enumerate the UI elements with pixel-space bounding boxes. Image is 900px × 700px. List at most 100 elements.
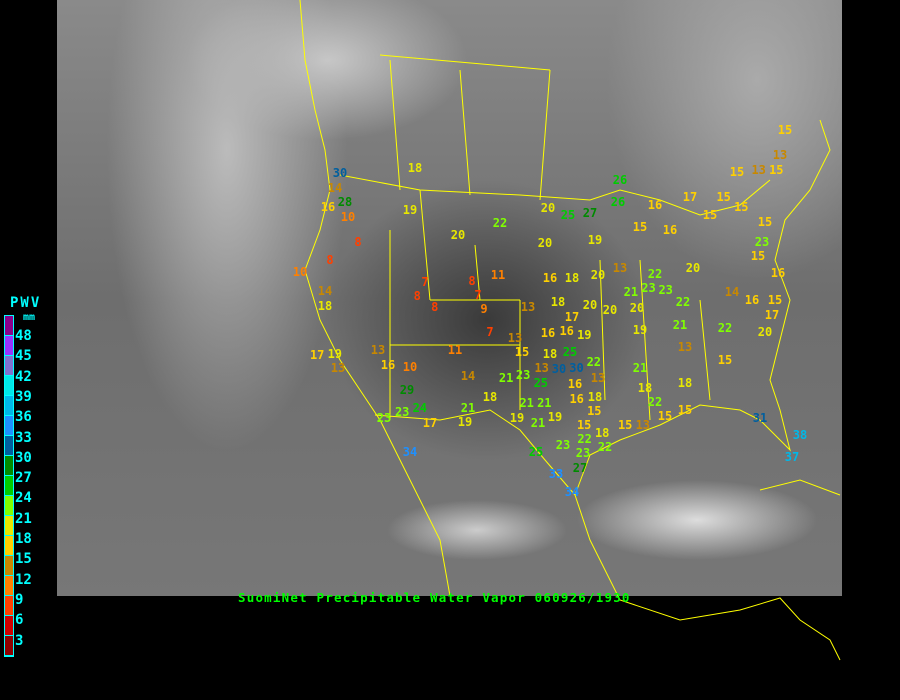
station-pwv-value: 23 — [515, 368, 531, 382]
station-pwv-value: 15 — [769, 163, 784, 177]
station-pwv-value: 15 — [757, 215, 773, 229]
station-pwv-value: 23 — [376, 411, 392, 425]
station-pwv-value: 11 — [490, 268, 506, 282]
station-pwv-value: 20 — [629, 301, 645, 315]
mexico-coast — [574, 494, 841, 661]
legend-label: 18 — [15, 531, 32, 547]
station-pwv-value: 15 — [750, 249, 766, 263]
station-pwv-value: 21 — [537, 395, 552, 410]
station-pwv-value: 20 — [590, 268, 606, 282]
station-pwv-value: 27 — [582, 206, 598, 220]
station-pwv-value: 23 — [641, 281, 656, 296]
legend-swatch — [5, 536, 13, 556]
station-pwv-value: 25 — [560, 208, 576, 222]
legend-label: 42 — [15, 368, 32, 385]
legend-swatch — [5, 616, 13, 636]
legend-swatch — [5, 476, 13, 496]
station-pwv-value: 8 — [431, 300, 439, 314]
station-pwv-value: 23 — [555, 438, 571, 452]
station-pwv-value: 20 — [582, 298, 598, 312]
station-pwv-value: 18 — [542, 346, 558, 361]
station-pwv-value: 18 — [594, 425, 610, 440]
station-pwv-value: 18 — [637, 380, 653, 395]
station-pwv-value: 16 — [647, 198, 663, 212]
station-pwv-value: 13 — [370, 343, 386, 357]
legend-swatch — [5, 316, 13, 336]
station-pwv-value: 21 — [672, 318, 688, 332]
station-pwv-value: 16 — [542, 271, 558, 285]
station-pwv-value: 19 — [632, 323, 648, 337]
state-lines — [389, 189, 711, 421]
legend-swatch — [5, 456, 13, 476]
station-pwv-value: 22 — [647, 395, 663, 410]
station-pwv-value: 7 — [474, 288, 482, 303]
station-pwv-value: 15 — [767, 293, 783, 307]
station-pwv-value: 14 — [317, 284, 333, 299]
station-pwv-value: 34 — [402, 445, 418, 459]
station-pwv-value: 13 — [677, 340, 693, 354]
station-pwv-value: 11 — [447, 343, 463, 357]
station-pwv-value: 18 — [587, 389, 603, 404]
station-pwv-value: 19 — [457, 415, 473, 430]
station-pwv-value: 21 — [498, 371, 514, 385]
station-pwv-value: 20 — [540, 201, 556, 215]
station-pwv-value: 21 — [632, 361, 648, 375]
station-pwv-value: 26 — [610, 195, 626, 209]
station-pwv-value: 15 — [657, 409, 673, 424]
legend-label: 48 — [15, 328, 32, 344]
station-pwv-value: 19 — [577, 328, 592, 342]
legend-swatch — [5, 376, 13, 396]
station-pwv-value: 24 — [412, 401, 428, 416]
station-pwv-value: 20 — [757, 325, 773, 339]
legend-label: 39 — [15, 388, 32, 405]
legend-label: 27 — [15, 470, 32, 487]
station-pwv-value: 19 — [587, 233, 603, 247]
legend-color-bar — [4, 315, 14, 657]
legend-swatch — [5, 636, 13, 656]
station-pwv-value: 17 — [422, 415, 438, 430]
station-pwv-value: 25 — [533, 375, 549, 390]
map-caption: SuomiNet Precipitable Water Vapor 060926… — [238, 590, 631, 605]
legend-label: 21 — [15, 510, 32, 527]
station-pwv-value: 13 — [330, 361, 346, 376]
legend-swatch — [5, 556, 13, 576]
station-pwv-value: 17 — [564, 309, 580, 324]
station-pwv-value: 13 — [520, 300, 536, 314]
legend-swatch — [5, 356, 13, 376]
station-pwv-value: 20 — [537, 236, 553, 250]
station-pwv-value: 13 — [751, 163, 766, 177]
station-pwv-value: 14 — [460, 369, 476, 383]
legend-label: 12 — [15, 571, 32, 588]
legend-label: 6 — [15, 612, 24, 629]
station-pwv-value: 20 — [450, 228, 466, 242]
station-pwv-value: 18 — [407, 161, 423, 175]
station-pwv-value: 16 — [559, 324, 574, 339]
station-pwv-value: 9 — [480, 302, 488, 317]
station-pwv-value: 20 — [602, 303, 618, 317]
station-pwv-value: 25 — [562, 345, 578, 359]
station-pwv-value: 15 — [729, 165, 745, 179]
station-pwv-value: 10 — [292, 265, 308, 279]
legend-swatch — [5, 436, 13, 456]
station-pwv-value: 21 — [530, 416, 546, 430]
station-pwv-value: 16 — [744, 293, 760, 307]
station-pwv-value: 7 — [486, 325, 494, 339]
us-mexico-border — [374, 409, 576, 496]
station-pwv-value: 16 — [320, 200, 336, 214]
station-pwv-value: 17 — [764, 308, 780, 322]
station-pwv-value: 15 — [717, 353, 733, 367]
us-canada-border — [339, 174, 771, 216]
station-pwv-value: 15 — [777, 123, 793, 137]
station-pwv-value: 23 — [575, 446, 591, 461]
station-pwv-value: 20 — [685, 261, 701, 275]
station-pwv-value: 37 — [784, 450, 800, 464]
station-pwv-value: 18 — [482, 390, 498, 404]
station-pwv-value: 15 — [702, 208, 718, 222]
legend-label: 45 — [15, 348, 32, 365]
legend-swatch — [5, 576, 13, 596]
station-pwv-value: 7 — [421, 275, 429, 289]
station-pwv-value: 15 — [514, 345, 530, 359]
gulf-coast — [574, 119, 831, 496]
